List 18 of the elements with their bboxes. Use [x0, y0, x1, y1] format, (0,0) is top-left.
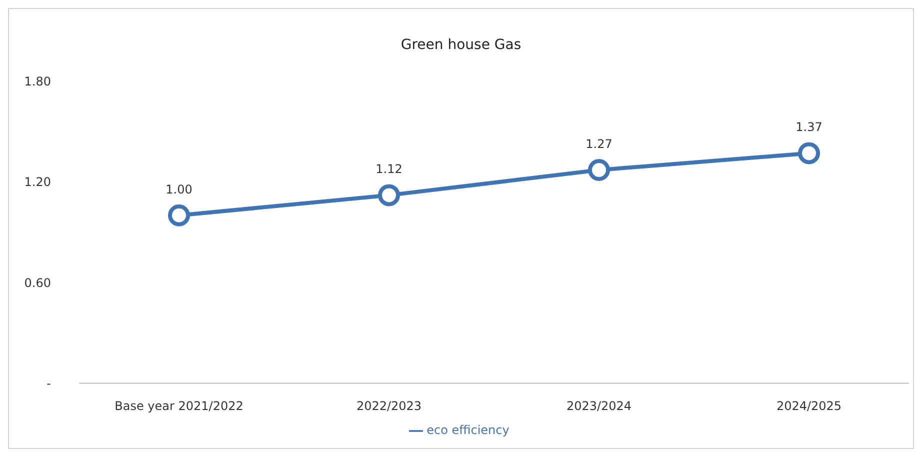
data-label: 1.00 [166, 182, 192, 196]
legend-label: eco efficiency [426, 423, 510, 438]
x-tick-label: 2024/2025 [776, 398, 842, 413]
y-tick-label: 0.60 [24, 276, 51, 290]
point [798, 142, 820, 164]
x-tick-label: Base year 2021/2022 [114, 398, 244, 413]
data-label: 1.27 [586, 137, 612, 152]
y-tick-label: 1.80 [24, 74, 51, 88]
point [168, 204, 190, 226]
y-tick-label: - [46, 376, 51, 391]
point [588, 159, 610, 182]
data-label: 1.12 [376, 162, 402, 176]
point [378, 184, 400, 206]
x-tick-label: 2022/2023 [356, 398, 422, 413]
chart-title: Green house Gas [400, 37, 522, 53]
data-label: 1.37 [796, 120, 822, 134]
y-tick-label: 1.20 [24, 175, 51, 190]
x-tick-label: 2023/2024 [566, 398, 632, 413]
